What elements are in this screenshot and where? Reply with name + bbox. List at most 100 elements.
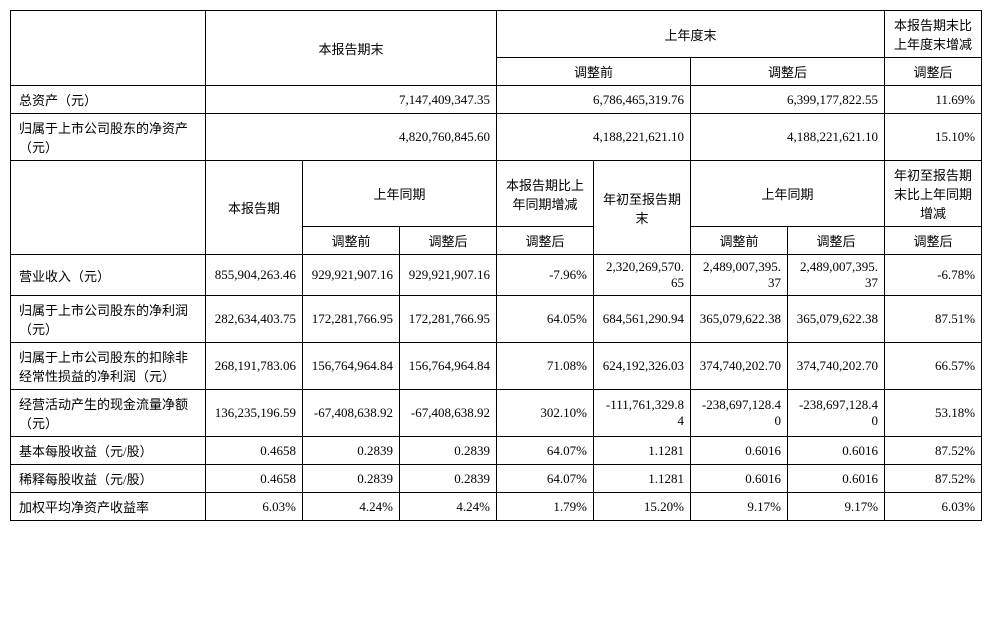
cell-value: 0.2839: [400, 437, 497, 465]
header-after-adj: 调整后: [885, 58, 982, 86]
header-current-period: 本报告期: [206, 161, 303, 255]
header-same-period-last-year: 上年同期: [691, 161, 885, 227]
cell-value: 136,235,196.59: [206, 390, 303, 437]
cell-value: 374,740,202.70: [788, 343, 885, 390]
cell-value: -7.96%: [497, 255, 594, 296]
cell-value: 15.10%: [885, 114, 982, 161]
cell-value: 2,489,007,395.37: [788, 255, 885, 296]
table-row: 经营活动产生的现金流量净额（元）136,235,196.59-67,408,63…: [11, 390, 982, 437]
cell-value: 929,921,907.16: [303, 255, 400, 296]
cell-value: 11.69%: [885, 86, 982, 114]
cell-value: 374,740,202.70: [691, 343, 788, 390]
row-label: 归属于上市公司股东的净资产（元）: [11, 114, 206, 161]
header-current-period-end: 本报告期末: [206, 11, 497, 86]
header-before-adj: 调整前: [691, 227, 788, 255]
cell-value: 87.51%: [885, 296, 982, 343]
table-row: 稀释每股收益（元/股）0.46580.28390.283964.07%1.128…: [11, 465, 982, 493]
table-row: 营业收入（元）855,904,263.46929,921,907.16929,9…: [11, 255, 982, 296]
row-label: 营业收入（元）: [11, 255, 206, 296]
table-row: 加权平均净资产收益率6.03%4.24%4.24%1.79%15.20%9.17…: [11, 493, 982, 521]
cell-value: 1.79%: [497, 493, 594, 521]
cell-value: 929,921,907.16: [400, 255, 497, 296]
cell-value: 172,281,766.95: [400, 296, 497, 343]
cell-value: 15.20%: [594, 493, 691, 521]
table-header-row: 本报告期 上年同期 本报告期比上年同期增减 年初至报告期末 上年同期 年初至报告…: [11, 161, 982, 227]
cell-value: -67,408,638.92: [303, 390, 400, 437]
cell-value: 71.08%: [497, 343, 594, 390]
cell-value: 156,764,964.84: [400, 343, 497, 390]
cell-value: 172,281,766.95: [303, 296, 400, 343]
cell-value: 0.6016: [691, 465, 788, 493]
cell-value: 0.6016: [691, 437, 788, 465]
cell-value: 282,634,403.75: [206, 296, 303, 343]
cell-value: 156,764,964.84: [303, 343, 400, 390]
cell-value: 64.05%: [497, 296, 594, 343]
row-label: 归属于上市公司股东的净利润（元）: [11, 296, 206, 343]
cell-value: 64.07%: [497, 437, 594, 465]
header-same-period-last-year: 上年同期: [303, 161, 497, 227]
cell-value: 855,904,263.46: [206, 255, 303, 296]
cell-value: -111,761,329.84: [594, 390, 691, 437]
cell-value: 365,079,622.38: [691, 296, 788, 343]
cell-value: 0.2839: [400, 465, 497, 493]
cell-value: 87.52%: [885, 437, 982, 465]
cell-value: 0.4658: [206, 437, 303, 465]
cell-value: 64.07%: [497, 465, 594, 493]
header-ytd-end: 年初至报告期末: [594, 161, 691, 255]
table-row: 基本每股收益（元/股）0.46580.28390.283964.07%1.128…: [11, 437, 982, 465]
table-body: 营业收入（元）855,904,263.46929,921,907.16929,9…: [11, 255, 982, 521]
header-period-vs-last-year: 本报告期比上年同期增减: [497, 161, 594, 227]
header-change-vs-prior: 本报告期末比上年度末增减: [885, 11, 982, 58]
cell-value: 9.17%: [788, 493, 885, 521]
cell-value: -238,697,128.40: [691, 390, 788, 437]
header-after-adj: 调整后: [885, 227, 982, 255]
header-after-adj: 调整后: [497, 227, 594, 255]
header-blank: [11, 11, 206, 86]
table-header-row: 本报告期末 上年度末 本报告期末比上年度末增减: [11, 11, 982, 58]
cell-value: 0.2839: [303, 465, 400, 493]
table-row: 归属于上市公司股东的扣除非经常性损益的净利润（元）268,191,783.061…: [11, 343, 982, 390]
financial-table: 本报告期末 上年度末 本报告期末比上年度末增减 调整前 调整后 调整后 总资产（…: [10, 10, 982, 521]
cell-value: 87.52%: [885, 465, 982, 493]
cell-value: 4.24%: [400, 493, 497, 521]
header-before-adj: 调整前: [303, 227, 400, 255]
cell-value: 0.6016: [788, 437, 885, 465]
cell-value: 6,786,465,319.76: [497, 86, 691, 114]
cell-value: 9.17%: [691, 493, 788, 521]
cell-value: -67,408,638.92: [400, 390, 497, 437]
header-after-adj: 调整后: [788, 227, 885, 255]
cell-value: 4,188,221,621.10: [497, 114, 691, 161]
cell-value: 4.24%: [303, 493, 400, 521]
header-before-adj: 调整前: [497, 58, 691, 86]
cell-value: 0.4658: [206, 465, 303, 493]
cell-value: 2,320,269,570.65: [594, 255, 691, 296]
cell-value: 4,820,760,845.60: [206, 114, 497, 161]
header-prior-year-end: 上年度末: [497, 11, 885, 58]
cell-value: 365,079,622.38: [788, 296, 885, 343]
cell-value: -6.78%: [885, 255, 982, 296]
row-label: 归属于上市公司股东的扣除非经常性损益的净利润（元）: [11, 343, 206, 390]
cell-value: 6.03%: [885, 493, 982, 521]
row-label: 总资产（元）: [11, 86, 206, 114]
cell-value: 66.57%: [885, 343, 982, 390]
row-label: 经营活动产生的现金流量净额（元）: [11, 390, 206, 437]
header-blank: [11, 161, 206, 255]
header-ytd-vs-last-year: 年初至报告期末比上年同期增减: [885, 161, 982, 227]
header-after-adj: 调整后: [400, 227, 497, 255]
cell-value: 1.1281: [594, 437, 691, 465]
cell-value: 684,561,290.94: [594, 296, 691, 343]
cell-value: 624,192,326.03: [594, 343, 691, 390]
row-label: 基本每股收益（元/股）: [11, 437, 206, 465]
cell-value: 4,188,221,621.10: [691, 114, 885, 161]
cell-value: 268,191,783.06: [206, 343, 303, 390]
cell-value: 6.03%: [206, 493, 303, 521]
cell-value: 0.6016: [788, 465, 885, 493]
table-row: 归属于上市公司股东的净利润（元）282,634,403.75172,281,76…: [11, 296, 982, 343]
cell-value: 6,399,177,822.55: [691, 86, 885, 114]
cell-value: 302.10%: [497, 390, 594, 437]
table-row: 总资产（元） 7,147,409,347.35 6,786,465,319.76…: [11, 86, 982, 114]
cell-value: 0.2839: [303, 437, 400, 465]
header-after-adj: 调整后: [691, 58, 885, 86]
table-row: 归属于上市公司股东的净资产（元） 4,820,760,845.60 4,188,…: [11, 114, 982, 161]
row-label: 加权平均净资产收益率: [11, 493, 206, 521]
